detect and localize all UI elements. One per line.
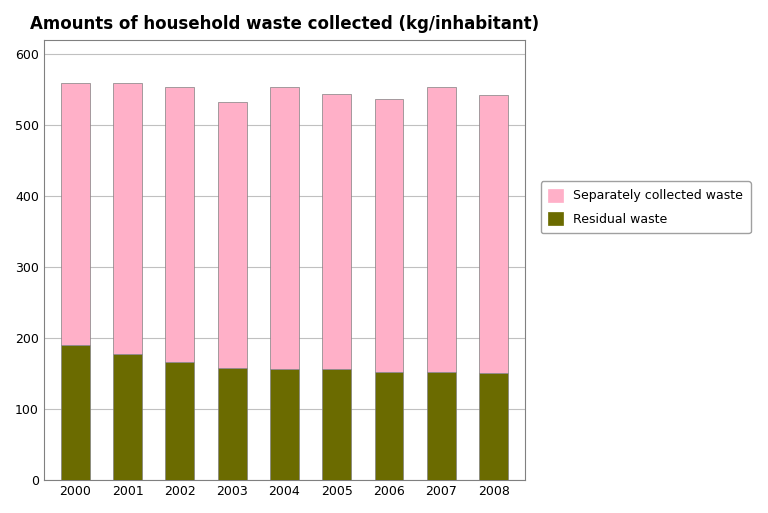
Bar xyxy=(61,83,90,345)
Bar xyxy=(61,345,90,480)
Bar xyxy=(270,87,299,369)
Bar xyxy=(113,354,142,480)
Bar xyxy=(218,368,247,480)
Bar xyxy=(479,373,508,480)
Bar xyxy=(218,102,247,368)
Bar xyxy=(165,87,194,362)
Title: Amounts of household waste collected (kg/inhabitant): Amounts of household waste collected (kg… xyxy=(30,15,539,33)
Bar xyxy=(375,372,403,480)
Bar xyxy=(323,94,351,369)
Bar xyxy=(113,83,142,354)
Bar xyxy=(375,99,403,372)
Bar xyxy=(427,87,455,371)
Bar xyxy=(323,369,351,480)
Bar xyxy=(165,362,194,480)
Legend: Separately collected waste, Residual waste: Separately collected waste, Residual was… xyxy=(541,181,750,233)
Bar xyxy=(427,371,455,480)
Bar xyxy=(479,95,508,373)
Bar xyxy=(270,369,299,480)
